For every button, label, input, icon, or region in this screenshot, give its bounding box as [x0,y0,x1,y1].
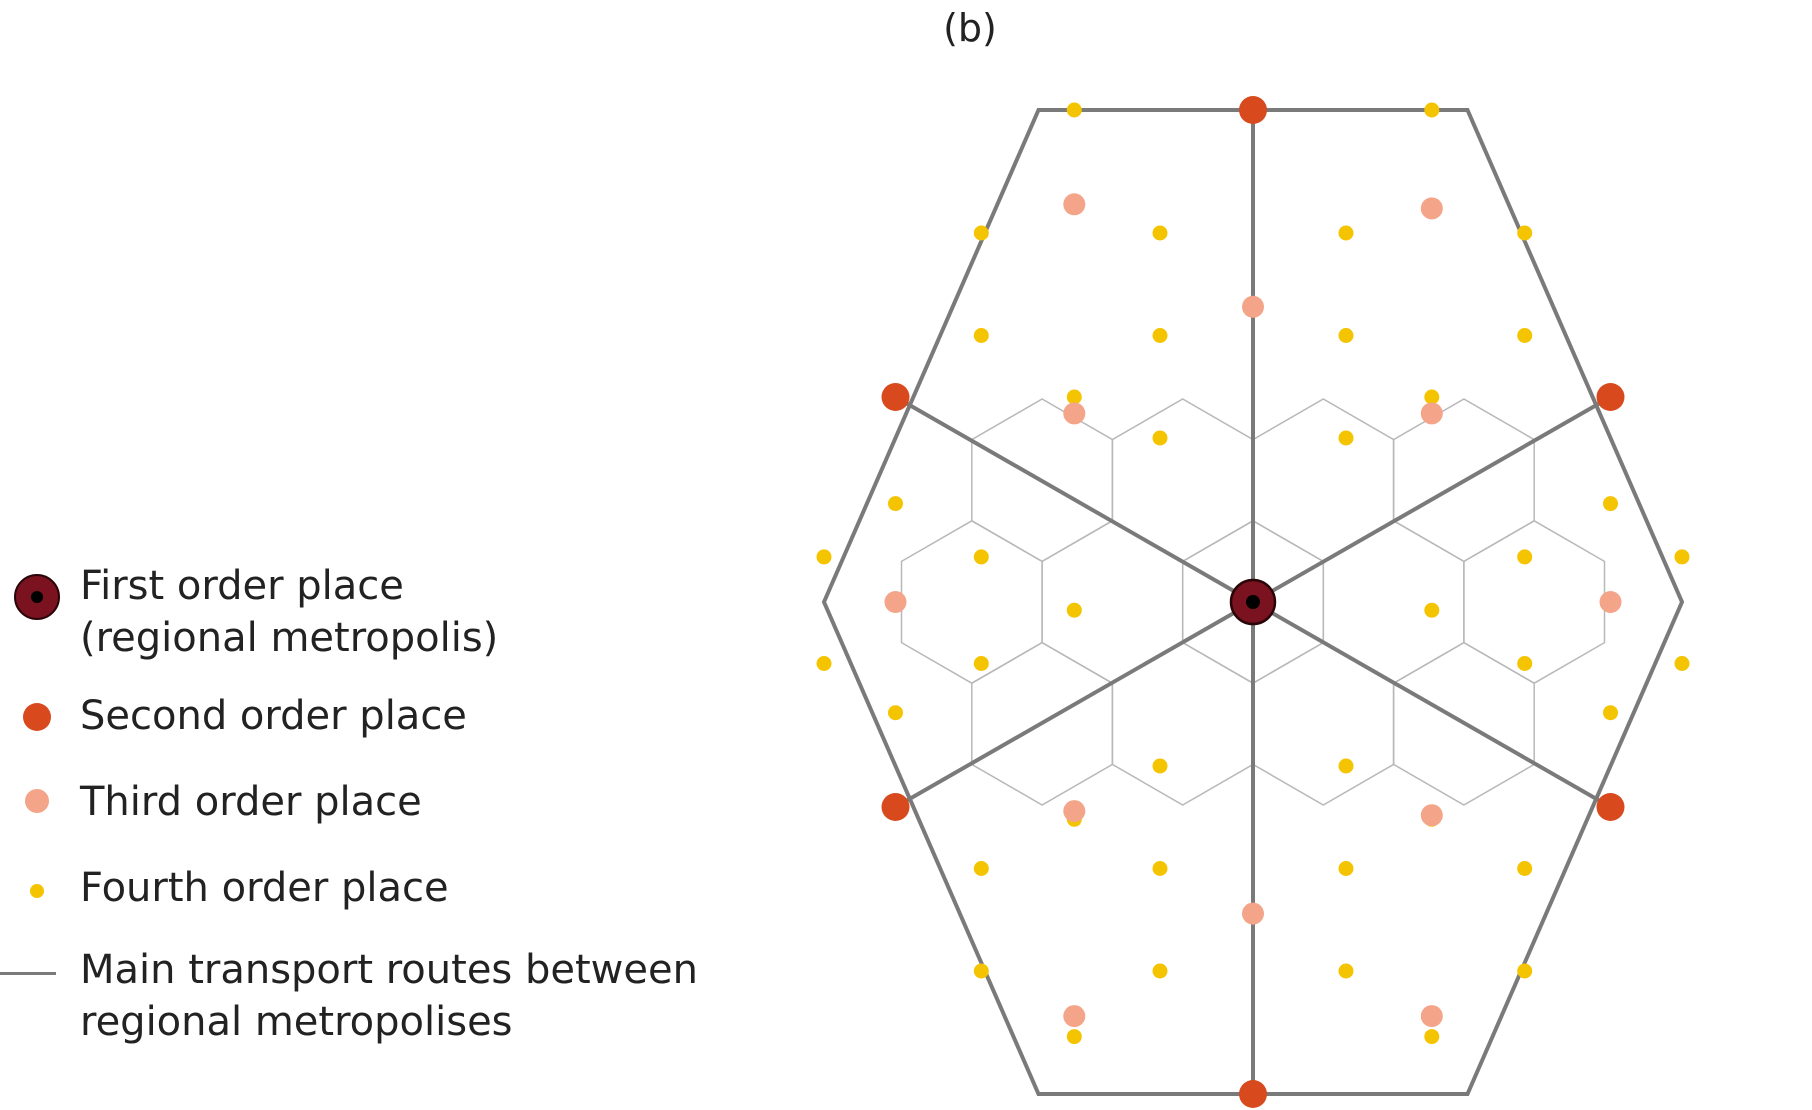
fourth-order-place-40 [1066,1029,1082,1045]
third-order-place-10 [1063,1005,1086,1028]
second-order-place-1 [1239,1080,1267,1108]
third-order-place-11 [1420,1005,1443,1028]
transport-route-5 [1252,600,1612,809]
legend-label-routes: Main transport routes between regional m… [80,944,760,1048]
market-area-cell-3 [1041,519,1184,685]
legend-label-first-order: First order place (regional metropolis) [80,560,760,664]
fourth-order-place-20 [1066,602,1082,618]
third-order-place-2 [1242,295,1264,318]
panel-label: (b) [943,6,997,50]
fourth-order-place-symbol [30,884,44,898]
legend-routes-line-1: Main transport routes between [80,947,698,993]
legend-first-order-line-2: (regional metropolis) [80,615,499,661]
fourth-order-place-35 [1517,861,1533,876]
fourth-order-place-3 [1152,225,1168,241]
fourth-order-place-23 [1674,656,1690,671]
transport-route-4 [894,600,1254,809]
legend-label-second-order: Second order place [80,693,467,739]
fourth-order-place-10 [1066,389,1082,405]
fourth-order-place-37 [1152,963,1168,979]
transport-route-symbol [0,972,56,975]
fourth-order-place-25 [1517,656,1533,671]
fourth-order-place-8 [1338,328,1354,343]
places-layer [816,96,1690,1108]
market-area-cell-12 [1463,519,1606,685]
fourth-order-place-6 [973,328,989,343]
fourth-order-place-32 [973,861,989,876]
fourth-order-place-28 [1152,758,1168,774]
third-order-place-3 [1063,402,1086,425]
fourth-order-place-22 [816,656,832,671]
fourth-order-place-15 [973,549,989,565]
fourth-order-place-17 [1603,496,1618,512]
market-area-cell-5 [1111,398,1254,563]
third-order-place-1 [1420,197,1443,220]
second-order-place-symbol [23,703,51,731]
market-area-cell-8 [1252,398,1395,563]
legend-label-third-order: Third order place [80,779,422,825]
third-order-place-5 [884,591,907,613]
third-order-place-0 [1063,193,1086,216]
fourth-order-place-33 [1152,861,1168,876]
fourth-order-place-13 [1338,430,1354,446]
market-area-cell-0 [900,519,1043,685]
fourth-order-place-34 [1338,861,1354,876]
fourth-order-place-0 [1066,102,1082,118]
fourth-order-place-4 [1338,225,1354,241]
fourth-order-place-12 [1152,430,1168,446]
market-area-cell-9 [1322,519,1465,685]
legend-routes-line-2: regional metropolises [80,999,513,1045]
main-transport-routes [894,110,1612,1094]
market-area-cell-7 [1252,641,1395,806]
fourth-order-place-27 [1603,705,1618,721]
second-order-place-5 [1596,793,1625,821]
fourth-order-place-26 [888,705,903,721]
fourth-order-place-24 [973,656,989,671]
fourth-order-place-1 [1424,102,1440,118]
third-order-place-9 [1242,902,1264,925]
fourth-order-place-14 [888,496,903,512]
third-order-place-4 [1420,402,1443,425]
first-order-place-symbol [14,574,60,620]
transport-route-2 [894,395,1254,604]
second-order-place-3 [1596,383,1625,411]
fourth-order-place-2 [973,225,989,241]
fourth-order-place-19 [1674,549,1690,565]
fourth-order-place-39 [1517,963,1533,979]
fourth-order-place-16 [1517,549,1533,565]
fourth-order-place-36 [973,963,989,979]
second-order-place-4 [881,793,910,821]
fourth-order-place-11 [1424,389,1440,405]
fourth-order-place-21 [1424,602,1440,618]
legend-label-fourth-order: Fourth order place [80,865,449,911]
regional-metropolis-core [1246,595,1260,609]
regional-boundary-hexagon [821,108,1685,1096]
third-order-place-8 [1420,804,1443,827]
second-order-place-0 [1239,96,1267,124]
fourth-order-place-5 [1517,225,1533,241]
fourth-order-place-41 [1424,1029,1440,1045]
third-order-place-7 [1063,800,1086,823]
fourth-order-place-29 [1338,758,1354,774]
fourth-order-place-38 [1338,963,1354,979]
legend-first-order-line-1: First order place [80,563,404,609]
transport-route-3 [1252,395,1612,604]
market-area-cell-4 [1111,641,1254,806]
second-order-place-2 [881,383,910,411]
fourth-order-place-7 [1152,328,1168,343]
third-order-place-6 [1599,591,1622,613]
fourth-order-place-18 [816,549,832,565]
fourth-order-place-9 [1517,328,1533,343]
third-order-place-symbol [25,789,49,813]
